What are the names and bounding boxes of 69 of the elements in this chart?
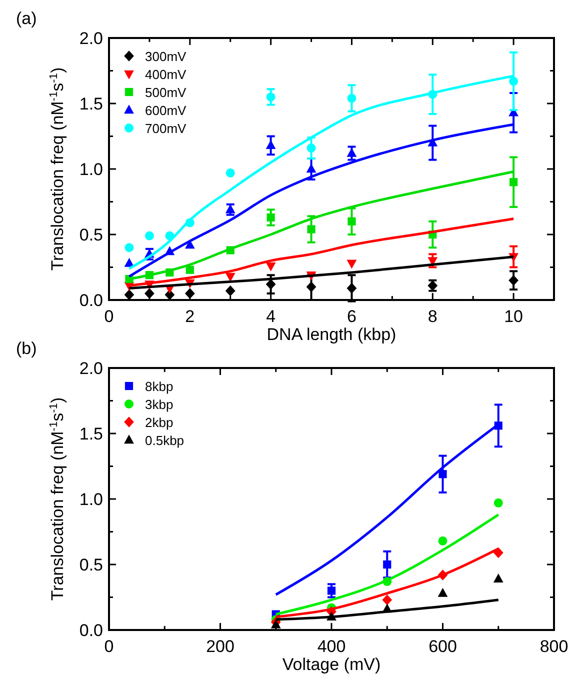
legend-label: 700mV (145, 121, 187, 136)
y-tick-label: 2.0 (79, 29, 103, 48)
legend-label: 400mV (145, 67, 187, 82)
chart-title: (b) (16, 339, 37, 358)
point (124, 289, 134, 300)
legend-label: 8kbp (145, 379, 174, 394)
point (266, 92, 276, 102)
x-tick-label: 2 (185, 307, 195, 326)
point (348, 217, 356, 226)
point (225, 204, 236, 214)
point (438, 588, 448, 597)
point (266, 262, 276, 272)
x-tick-label: 200 (206, 637, 234, 656)
x-tick-label: 600 (428, 637, 457, 656)
point (306, 144, 316, 153)
y-tick-label: 1.0 (79, 490, 103, 509)
x-tick-label: 6 (346, 307, 356, 326)
y-tick-label: 0.5 (79, 226, 103, 244)
legend-label: 300mV (145, 49, 187, 64)
y-tick-label: 1.0 (79, 160, 103, 179)
x-tick-label: 0 (104, 637, 114, 656)
point (186, 266, 194, 274)
point (383, 560, 392, 569)
x-axis-title: Voltage (mV) (282, 655, 381, 674)
legend-label: 600mV (145, 103, 187, 118)
point (347, 94, 356, 103)
y-tick-label: 2.0 (79, 359, 103, 378)
point (144, 231, 154, 240)
point (266, 278, 276, 290)
point (438, 536, 448, 546)
legend-label: 2kbp (145, 415, 174, 430)
point (225, 285, 236, 296)
legend-label: 0.5kbp (145, 433, 184, 448)
point (346, 260, 357, 269)
point (493, 574, 504, 583)
point (509, 76, 518, 86)
point (226, 168, 235, 178)
point (346, 282, 357, 294)
y-tick-label: 1.5 (79, 94, 103, 114)
point (509, 178, 518, 186)
point (438, 470, 447, 478)
point (306, 282, 316, 292)
x-tick-label: 400 (317, 637, 346, 656)
point (144, 288, 154, 299)
point (225, 272, 236, 282)
x-tick-label: 800 (540, 637, 568, 656)
point (124, 243, 134, 252)
point (494, 498, 503, 508)
point (508, 274, 518, 286)
point (382, 594, 392, 606)
x-tick-label: 8 (428, 307, 438, 326)
y-tick-label: 0.0 (79, 621, 103, 640)
point (306, 164, 316, 173)
point (346, 148, 357, 157)
legend-label: 500mV (145, 85, 187, 100)
point (266, 140, 276, 150)
y-tick-label: 0.5 (79, 556, 103, 574)
x-tick-label: 4 (266, 307, 276, 326)
x-tick-label: 10 (504, 307, 524, 326)
chart-title: (a) (16, 9, 37, 28)
point (307, 225, 316, 234)
y-tick-label: 1.5 (79, 424, 103, 444)
y-tick-label: 0.0 (79, 291, 103, 310)
point (327, 586, 336, 595)
legend-label: 3kbp (145, 397, 174, 412)
point (266, 213, 275, 222)
x-axis-title: DNA length (kbp) (266, 325, 396, 344)
point (270, 619, 281, 628)
x-tick-label: 0 (104, 307, 114, 326)
